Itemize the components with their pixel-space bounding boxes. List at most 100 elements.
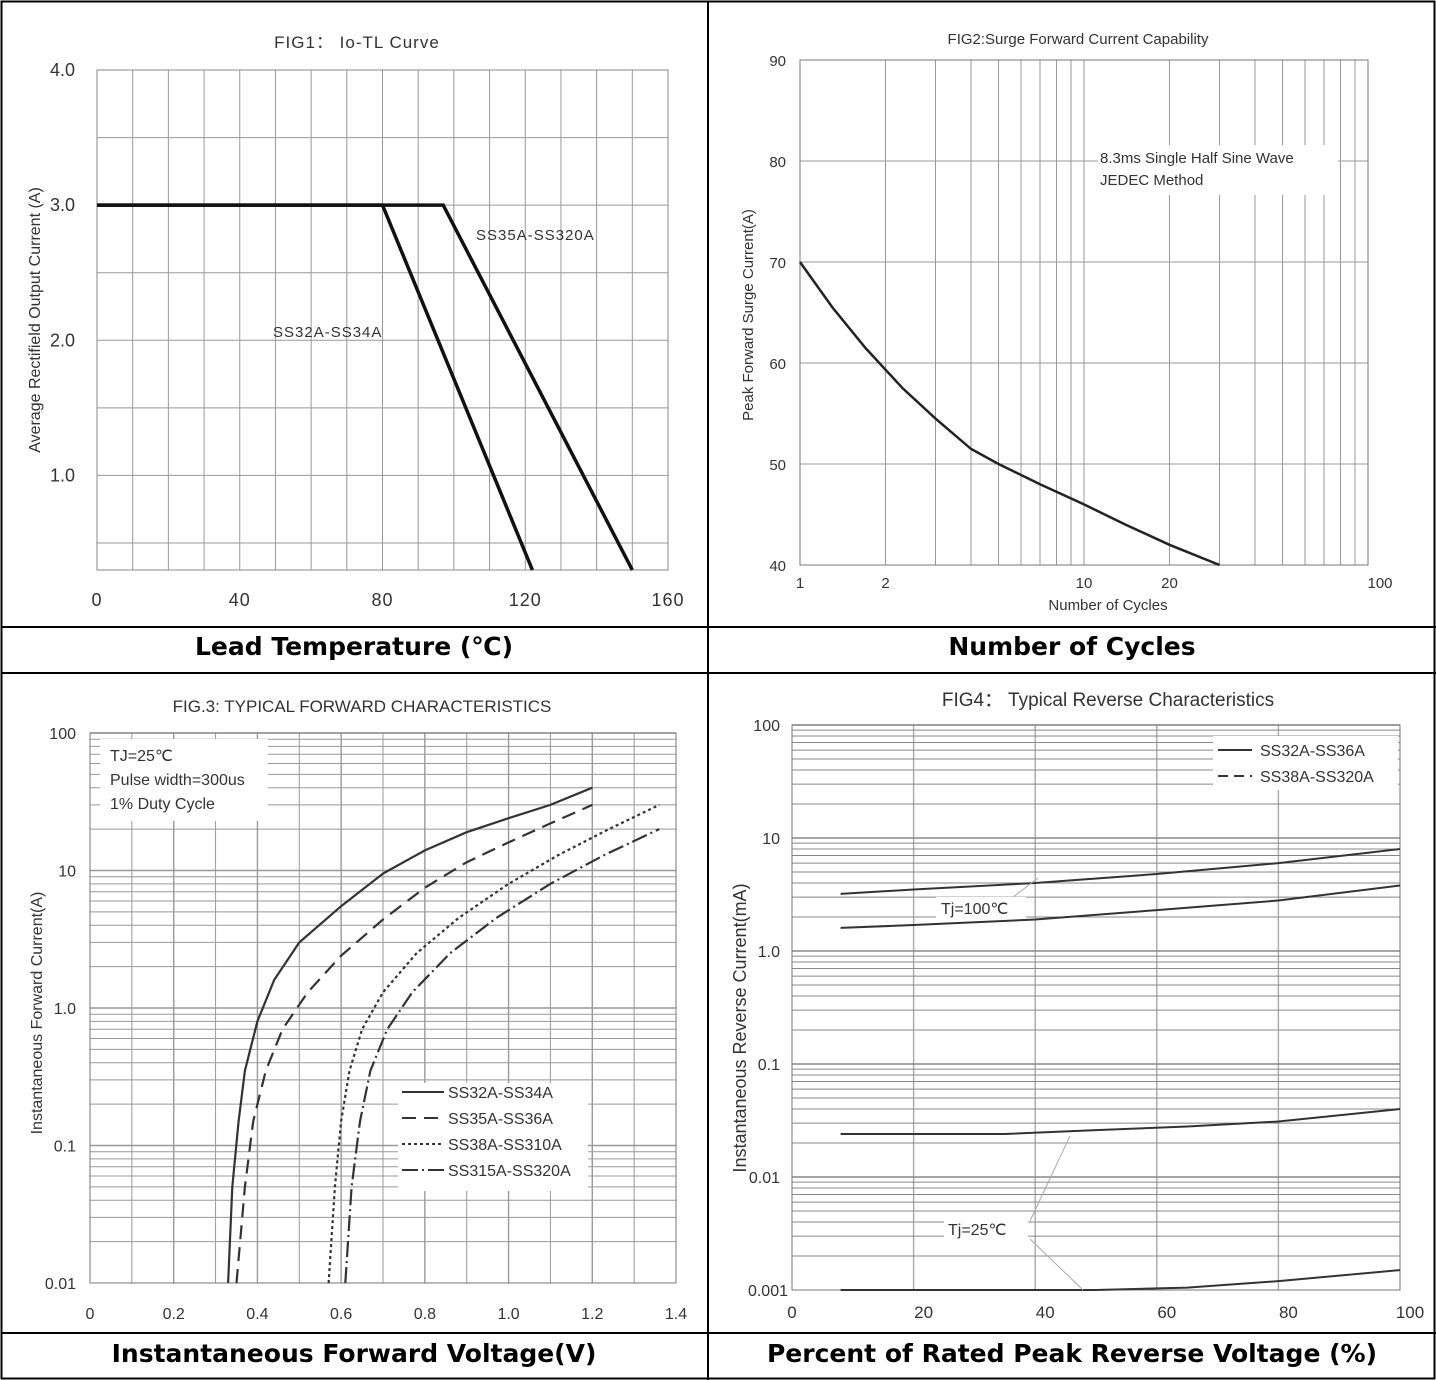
fig2-surge-curve xyxy=(798,261,1220,567)
fig4-leader-line xyxy=(1029,1238,1084,1291)
fig4-legend-bg xyxy=(1213,736,1398,790)
fig4-plot-area xyxy=(791,724,1401,1291)
fig1-y-tick-label: 3.0 xyxy=(50,195,75,215)
fig3-y-tick-label: 100 xyxy=(49,726,76,743)
fig3-x-tick-label: 1.0 xyxy=(497,1306,519,1323)
fig3-annotation: Pulse width=300us xyxy=(110,772,245,789)
fig3-y-tick-label: 0.1 xyxy=(54,1139,76,1156)
fig4-x-axis-caption: Percent of Rated Peak Reverse Voltage (%… xyxy=(766,1339,1378,1368)
fig3-y-tick-label: 0.01 xyxy=(45,1276,76,1293)
fig4-reverse-chart: FIG4： Typical Reverse Characteristics 0.0… xyxy=(730,690,1424,1322)
fig2-annotation: JEDEC Method xyxy=(1100,172,1203,189)
fig4-annotation-bg xyxy=(936,897,1026,919)
fig1-y-tick-label: 4.0 xyxy=(50,60,75,80)
fig1-io-tl-chart: FIG1： Io-TL Curve 1.0 2.0 3.0 4.0 0 40 80 120 160… xyxy=(27,33,684,610)
fig4-title: FIG4： Typical Reverse Characteristics xyxy=(942,690,1274,711)
fig4-x-tick-label: 80 xyxy=(1279,1303,1298,1322)
fig3-legend-bg xyxy=(398,1083,588,1191)
fig1-title: FIG1： Io-TL Curve xyxy=(274,33,440,52)
fig1-x-tick-label: 160 xyxy=(651,590,684,610)
fig3-y-tick-label: 10 xyxy=(58,864,76,881)
fig3-title: FIG.3: TYPICAL FORWARD CHARACTERISTICS xyxy=(173,697,552,716)
fig2-annotation: 8.3ms Single Half Sine Wave xyxy=(1100,150,1294,167)
fig1-series-label: SS32A-SS34A xyxy=(273,324,382,341)
fig3-series-line xyxy=(344,828,660,1284)
fig2-caption: Number of Cycles xyxy=(948,632,1196,661)
fig1-series-line xyxy=(97,203,535,571)
fig2-plot-area xyxy=(799,59,1369,566)
fig3-legend-label: SS315A-SS320A xyxy=(448,1163,571,1180)
fig1-x-tick-label: 0 xyxy=(91,590,102,610)
fig2-y-axis-label: Peak Forward Surge Current(A) xyxy=(740,209,757,421)
fig4-x-tick-label: 60 xyxy=(1157,1303,1176,1322)
fig4-annotation: Tj=25℃ xyxy=(948,1222,1006,1239)
fig2-title: FIG2:Surge Forward Current Capability xyxy=(948,31,1209,48)
fig3-x-axis-caption: Instantaneous Forward Voltage(V) xyxy=(111,1339,597,1368)
fig2-x-tick-label: 10 xyxy=(1076,575,1093,592)
fig2-annotation-bg xyxy=(1098,145,1338,195)
fig1-y-tick-label: 1.0 xyxy=(50,465,75,485)
fig3-y-tick-label: 1.0 xyxy=(54,1001,76,1018)
fig3-x-tick-label: 0.8 xyxy=(414,1306,436,1323)
fig4-series-line xyxy=(840,884,1401,929)
fig4-series-line xyxy=(840,1108,1401,1135)
fig4-series-line xyxy=(840,848,1401,895)
fig2-y-tick-label: 40 xyxy=(769,558,786,575)
fig4-y-tick-label: 1.0 xyxy=(758,944,780,961)
fig1-x-tick-label: 120 xyxy=(509,590,542,610)
fig3-annotation-bg xyxy=(100,739,268,821)
fig3-series-line xyxy=(327,803,660,1284)
fig3-y-axis-label: Instantaneous Forward Current(A) xyxy=(29,892,46,1135)
fig2-y-tick-label: 80 xyxy=(769,154,786,171)
fig4-y-tick-label: 0.1 xyxy=(758,1057,780,1074)
fig3-x-tick-label: 1.4 xyxy=(665,1306,687,1323)
fig4-annotation-bg xyxy=(944,1218,1028,1240)
fig3-x-tick-label: 0 xyxy=(86,1306,95,1323)
fig4-series-line xyxy=(840,1269,1401,1291)
fig4-y-tick-label: 0.01 xyxy=(749,1170,780,1187)
fig3-legend-label: SS35A-SS36A xyxy=(448,1111,553,1128)
fig4-y-tick-label: 10 xyxy=(762,831,780,848)
fig2-surge-chart: 8.3ms Single Half Sine Wave JEDEC Method F… xyxy=(740,31,1393,614)
fig4-x-tick-label: 20 xyxy=(914,1303,933,1322)
fig2-x-tick-label: 100 xyxy=(1367,575,1392,592)
fig4-y-tick-label: 0.001 xyxy=(748,1283,788,1300)
fig1-x-tick-label: 40 xyxy=(229,590,251,610)
fig1-x-axis-caption: Lead Temperature (℃) xyxy=(194,632,513,661)
fig4-x-tick-label: 100 xyxy=(1396,1303,1424,1322)
fig4-y-tick-label: 100 xyxy=(753,718,780,735)
fig3-x-tick-label: 0.6 xyxy=(330,1306,352,1323)
fig4-legend-label: SS32A-SS36A xyxy=(1260,743,1365,760)
fig1-series-line xyxy=(97,203,634,571)
fig3-legend-label: SS32A-SS34A xyxy=(448,1085,553,1102)
fig2-x-tick-label: 1 xyxy=(796,575,804,592)
fig3-series-line xyxy=(235,803,593,1284)
fig1-plot-area xyxy=(96,69,669,571)
fig3-forward-chart: TJ=25℃ Pulse width=300us 1% Duty Cycle FIG.… xyxy=(29,697,687,1323)
fig2-x-tick-label: 2 xyxy=(881,575,889,592)
fig4-leader-line xyxy=(1029,1135,1071,1222)
fig4-annotation: Tj=100℃ xyxy=(941,901,1008,918)
fig3-legend-label: SS38A-SS310A xyxy=(448,1137,562,1154)
fig3-plot-area xyxy=(89,732,677,1284)
fig1-series-label: SS35A-SS320A xyxy=(476,227,595,244)
fig3-series-line xyxy=(227,786,593,1284)
fig4-y-axis-label: Instantaneous Reverse Current(mA) xyxy=(730,883,750,1172)
fig3-x-tick-label: 0.4 xyxy=(246,1306,268,1323)
fig3-annotation: 1% Duty Cycle xyxy=(110,796,215,813)
fig2-x-axis-label: Number of Cycles xyxy=(1048,597,1167,614)
fig1-y-axis-label: Average Rectifield Output Current (A) xyxy=(27,187,44,453)
fig1-y-tick-label: 2.0 xyxy=(50,330,75,350)
fig4-x-tick-label: 0 xyxy=(787,1303,796,1322)
fig2-y-tick-label: 50 xyxy=(769,457,786,474)
fig4-x-tick-label: 40 xyxy=(1036,1303,1055,1322)
fig2-y-tick-label: 90 xyxy=(769,53,786,70)
fig3-x-tick-label: 0.2 xyxy=(163,1306,185,1323)
fig3-x-tick-label: 1.2 xyxy=(581,1306,603,1323)
fig2-y-tick-label: 60 xyxy=(769,356,786,373)
fig2-y-tick-label: 70 xyxy=(769,255,786,272)
fig1-x-tick-label: 80 xyxy=(371,590,393,610)
fig2-x-tick-label: 20 xyxy=(1161,575,1178,592)
